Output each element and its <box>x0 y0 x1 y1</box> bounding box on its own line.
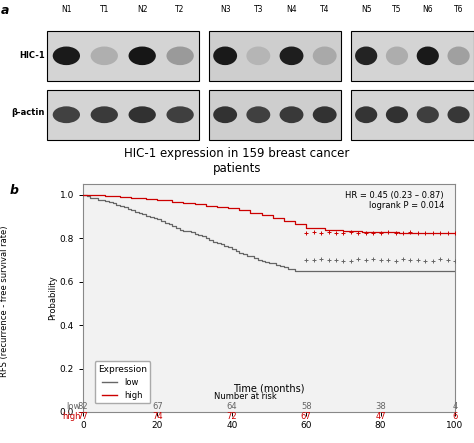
Text: 58: 58 <box>301 402 311 411</box>
Text: 38: 38 <box>375 402 386 411</box>
Ellipse shape <box>280 47 303 65</box>
Bar <box>47 90 199 140</box>
Ellipse shape <box>313 47 337 65</box>
Text: N3: N3 <box>220 5 230 14</box>
Text: 4: 4 <box>452 402 458 411</box>
Text: 6: 6 <box>452 412 458 421</box>
Text: N4: N4 <box>286 5 297 14</box>
Text: N6: N6 <box>422 5 433 14</box>
Text: 67: 67 <box>152 402 163 411</box>
Ellipse shape <box>246 106 270 123</box>
Ellipse shape <box>355 106 377 123</box>
Ellipse shape <box>447 106 470 123</box>
Ellipse shape <box>91 106 118 123</box>
Text: T2: T2 <box>175 5 185 14</box>
Text: Number at risk: Number at risk <box>214 392 277 401</box>
Ellipse shape <box>128 47 156 65</box>
Ellipse shape <box>313 106 337 123</box>
Text: a: a <box>0 4 9 16</box>
Ellipse shape <box>53 47 80 65</box>
Text: b: b <box>9 184 18 197</box>
Text: T1: T1 <box>100 5 109 14</box>
Bar <box>209 31 341 81</box>
Text: RFS (recurrence - free survival rate): RFS (recurrence - free survival rate) <box>0 225 9 377</box>
Ellipse shape <box>417 47 439 65</box>
Text: HIC-1: HIC-1 <box>19 51 45 60</box>
Ellipse shape <box>386 106 408 123</box>
Ellipse shape <box>355 47 377 65</box>
Text: low: low <box>66 402 81 411</box>
Text: T6: T6 <box>454 5 464 14</box>
Ellipse shape <box>417 106 439 123</box>
Ellipse shape <box>53 106 80 123</box>
Ellipse shape <box>91 47 118 65</box>
Ellipse shape <box>280 106 303 123</box>
Ellipse shape <box>166 47 194 65</box>
Text: 64: 64 <box>227 402 237 411</box>
Text: 67: 67 <box>301 412 311 421</box>
Ellipse shape <box>386 47 408 65</box>
Ellipse shape <box>166 106 194 123</box>
Bar <box>351 90 474 140</box>
Text: HIC-1 expression in 159 breast cancer
patients: HIC-1 expression in 159 breast cancer pa… <box>124 147 350 175</box>
Text: 74: 74 <box>152 412 163 421</box>
Ellipse shape <box>213 47 237 65</box>
Text: N5: N5 <box>361 5 372 14</box>
Text: high: high <box>62 412 81 421</box>
Text: 72: 72 <box>227 412 237 421</box>
Legend: low, high: low, high <box>94 361 150 403</box>
Bar <box>47 31 199 81</box>
Ellipse shape <box>213 106 237 123</box>
Bar <box>209 90 341 140</box>
Ellipse shape <box>128 106 156 123</box>
Text: N1: N1 <box>61 5 72 14</box>
Text: T5: T5 <box>392 5 402 14</box>
Y-axis label: Probability: Probability <box>48 276 57 320</box>
Ellipse shape <box>246 47 270 65</box>
Bar <box>351 31 474 81</box>
Text: Time (months): Time (months) <box>233 383 305 393</box>
Text: T4: T4 <box>320 5 329 14</box>
Text: β-actin: β-actin <box>12 109 45 117</box>
Text: HR = 0.45 (0.23 – 0.87)
logrank P = 0.014: HR = 0.45 (0.23 – 0.87) logrank P = 0.01… <box>345 190 444 210</box>
Text: N2: N2 <box>137 5 147 14</box>
Text: T3: T3 <box>254 5 263 14</box>
Text: 77: 77 <box>78 412 88 421</box>
Text: 82: 82 <box>78 402 88 411</box>
Text: 47: 47 <box>375 412 386 421</box>
Ellipse shape <box>447 47 470 65</box>
